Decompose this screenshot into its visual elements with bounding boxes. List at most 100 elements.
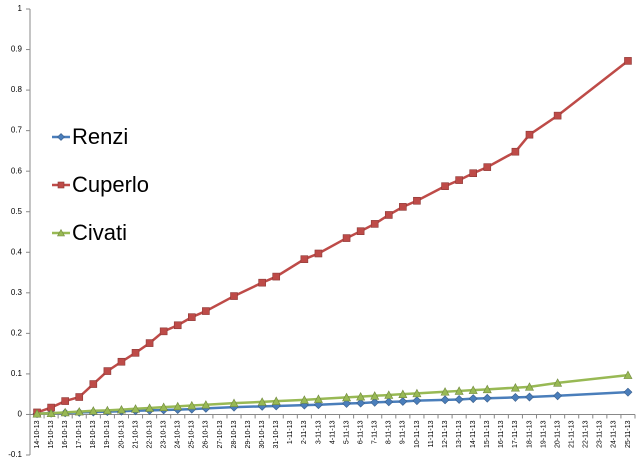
marker [412,388,422,398]
marker [384,397,394,407]
y-tick-label: 0.7 [11,126,23,135]
legend-label: Cuperlo [72,172,149,197]
marker [202,307,210,315]
marker [553,378,563,387]
x-tick-label: 22-10-13 [146,420,153,448]
marker [229,398,239,407]
marker [454,386,464,395]
marker [440,387,450,396]
x-tick-label: 18-10-13 [90,420,97,448]
marker [188,313,196,321]
x-tick-label: 31-10-13 [273,420,280,448]
x-tick-label: 28-10-13 [231,420,238,448]
x-tick-label: 16-10-13 [62,420,69,448]
marker [482,384,492,394]
x-tick-label: 20-11-13 [554,420,561,448]
marker [173,321,182,330]
marker [525,130,534,139]
x-tick-label: 20-10-13 [118,420,125,448]
marker [469,169,477,178]
marker [384,211,393,219]
x-tick-label: 13-11-13 [456,420,463,448]
x-tick-label: 8-11-13 [386,420,393,444]
x-tick-label: 30-10-13 [259,420,266,448]
marker [159,402,169,411]
marker [116,404,126,414]
marker [173,401,183,411]
x-tick-label: 27-10-13 [217,420,224,448]
marker [553,111,562,120]
marker [75,393,84,401]
x-tick-label: 12-11-13 [442,420,449,448]
legend-label: Civati [72,220,127,245]
marker [342,392,352,402]
x-tick-label: 3-11-13 [315,420,322,444]
x-tick-label: 6-11-13 [357,420,364,444]
marker [145,403,155,412]
y-tick-label: 1 [18,4,23,13]
marker [370,397,380,407]
x-tick-label: 17-11-13 [512,420,519,448]
x-tick-label: 25-11-13 [625,420,632,448]
marker [342,399,351,408]
marker [46,408,56,418]
marker [525,392,534,402]
x-tick-label: 26-10-13 [203,420,210,448]
marker [356,391,366,401]
marker [103,367,112,375]
marker [74,406,84,416]
y-tick-label: -0.1 [8,450,22,459]
x-tick-label: 1-11-13 [287,420,294,444]
marker [398,389,408,398]
marker [482,393,492,403]
marker [272,272,281,281]
marker [370,220,379,228]
legend-marker [57,181,65,189]
marker [131,349,140,357]
x-tick-label: 5-11-13 [343,420,350,444]
marker [32,409,42,418]
marker [258,278,266,287]
x-tick-label: 22-11-13 [583,420,590,448]
marker [88,406,98,415]
y-tick-label: 0 [18,410,23,419]
y-tick-label: 0.1 [11,369,23,378]
marker [468,394,478,404]
marker [510,383,520,392]
marker [102,405,112,415]
marker [524,382,534,391]
x-tick-label: 19-11-13 [540,420,547,448]
marker [201,400,211,409]
marker [131,404,141,413]
legend-marker [57,133,65,141]
y-tick-label: 0.4 [11,247,23,256]
marker [440,395,450,405]
marker [510,393,520,402]
marker [553,391,563,401]
marker [145,339,154,347]
x-tick-label: 25-10-13 [189,420,196,448]
marker [117,357,126,366]
x-tick-label: 14-11-13 [470,420,477,448]
legend-label: Renzi [72,124,128,149]
x-tick-label: 21-10-13 [132,420,139,448]
x-tick-label: 23-10-13 [161,420,168,448]
marker [384,390,394,399]
marker [623,370,633,379]
marker [455,176,463,184]
x-tick-label: 19-10-13 [104,420,111,448]
marker [187,400,197,410]
marker [230,292,238,300]
marker [300,255,309,263]
x-tick-label: 11-11-13 [428,420,435,447]
x-tick-label: 4-11-13 [329,420,336,444]
marker [159,327,168,336]
marker [398,397,408,406]
y-tick-label: 0.8 [11,85,23,94]
legend-item: Civati [52,220,127,245]
marker [483,163,492,171]
marker [61,397,69,405]
x-tick-label: 16-11-13 [498,420,505,448]
y-tick-label: 0.6 [11,166,23,175]
